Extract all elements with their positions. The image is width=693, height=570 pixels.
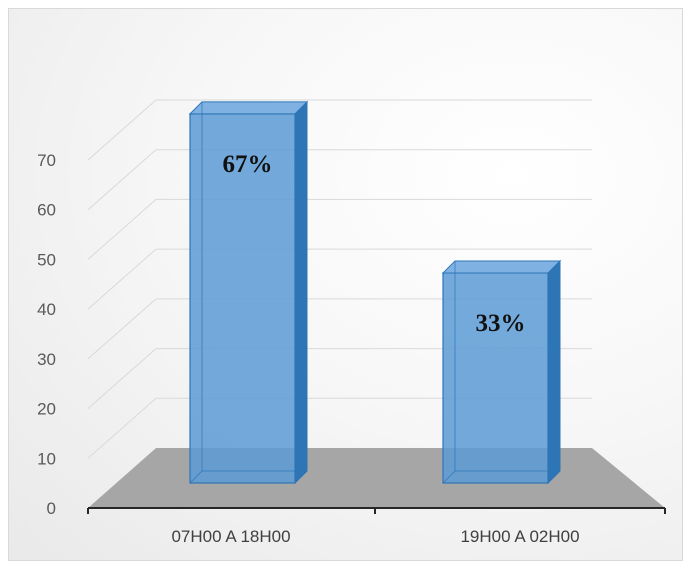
bar-side-0 [294, 100, 308, 485]
y-tick-label-2: 20 [37, 400, 56, 419]
y-tick-label-1: 10 [37, 449, 56, 468]
x-category-label-1: 19H00 A 02H00 [460, 527, 579, 546]
bar-side-1 [547, 259, 561, 485]
data-label-0: 67% [223, 151, 273, 178]
y-tick-label-4: 40 [37, 300, 56, 319]
y-tick-label-7: 70 [37, 151, 56, 170]
gridline-side-2 [87, 348, 157, 409]
y-tick-label-3: 30 [37, 350, 56, 369]
bar-top-0 [188, 101, 309, 115]
bar-1 [441, 259, 562, 485]
gridline-side-4 [87, 248, 157, 310]
gridline-side-1 [87, 397, 157, 459]
y-tick-label-0: 0 [47, 499, 56, 518]
gridline-side-3 [87, 298, 157, 360]
bar-top-1 [441, 260, 562, 274]
gridline-side-6 [87, 149, 157, 211]
chart-floor [88, 448, 665, 508]
bar-front-0 [189, 113, 296, 484]
labels: 67% 33% 07H00 A 18H00 19H00 A 02H00 [171, 151, 579, 546]
bar-front-1 [442, 272, 549, 484]
floor [88, 448, 665, 508]
gridline-side-7 [87, 99, 157, 161]
y-tick-label-5: 50 [37, 250, 56, 269]
bars [188, 100, 562, 485]
x-category-label-0: 07H00 A 18H00 [171, 527, 290, 546]
bar-0 [188, 100, 309, 485]
gridline-side-5 [87, 199, 157, 260]
axes: 0 10 20 30 40 50 60 70 [37, 151, 666, 518]
data-label-1: 33% [476, 310, 526, 337]
y-tick-label-6: 60 [37, 201, 56, 220]
